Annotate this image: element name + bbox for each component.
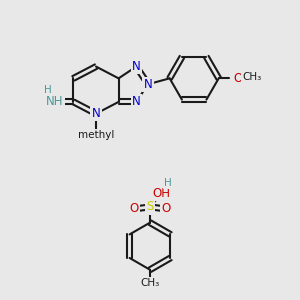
Text: N: N	[132, 95, 141, 108]
Text: S: S	[146, 200, 154, 213]
Text: N: N	[144, 78, 152, 91]
Text: NH: NH	[46, 95, 64, 108]
Text: CH₃: CH₃	[242, 72, 262, 82]
Text: N: N	[92, 107, 100, 120]
Text: methyl: methyl	[78, 130, 114, 140]
Text: H: H	[164, 178, 172, 188]
Text: CH₃: CH₃	[140, 278, 160, 289]
Text: O: O	[161, 202, 170, 215]
Text: O: O	[234, 72, 243, 85]
Text: H: H	[44, 85, 52, 95]
Text: N: N	[132, 60, 141, 73]
Text: O: O	[130, 202, 139, 215]
Text: OH: OH	[153, 187, 171, 200]
